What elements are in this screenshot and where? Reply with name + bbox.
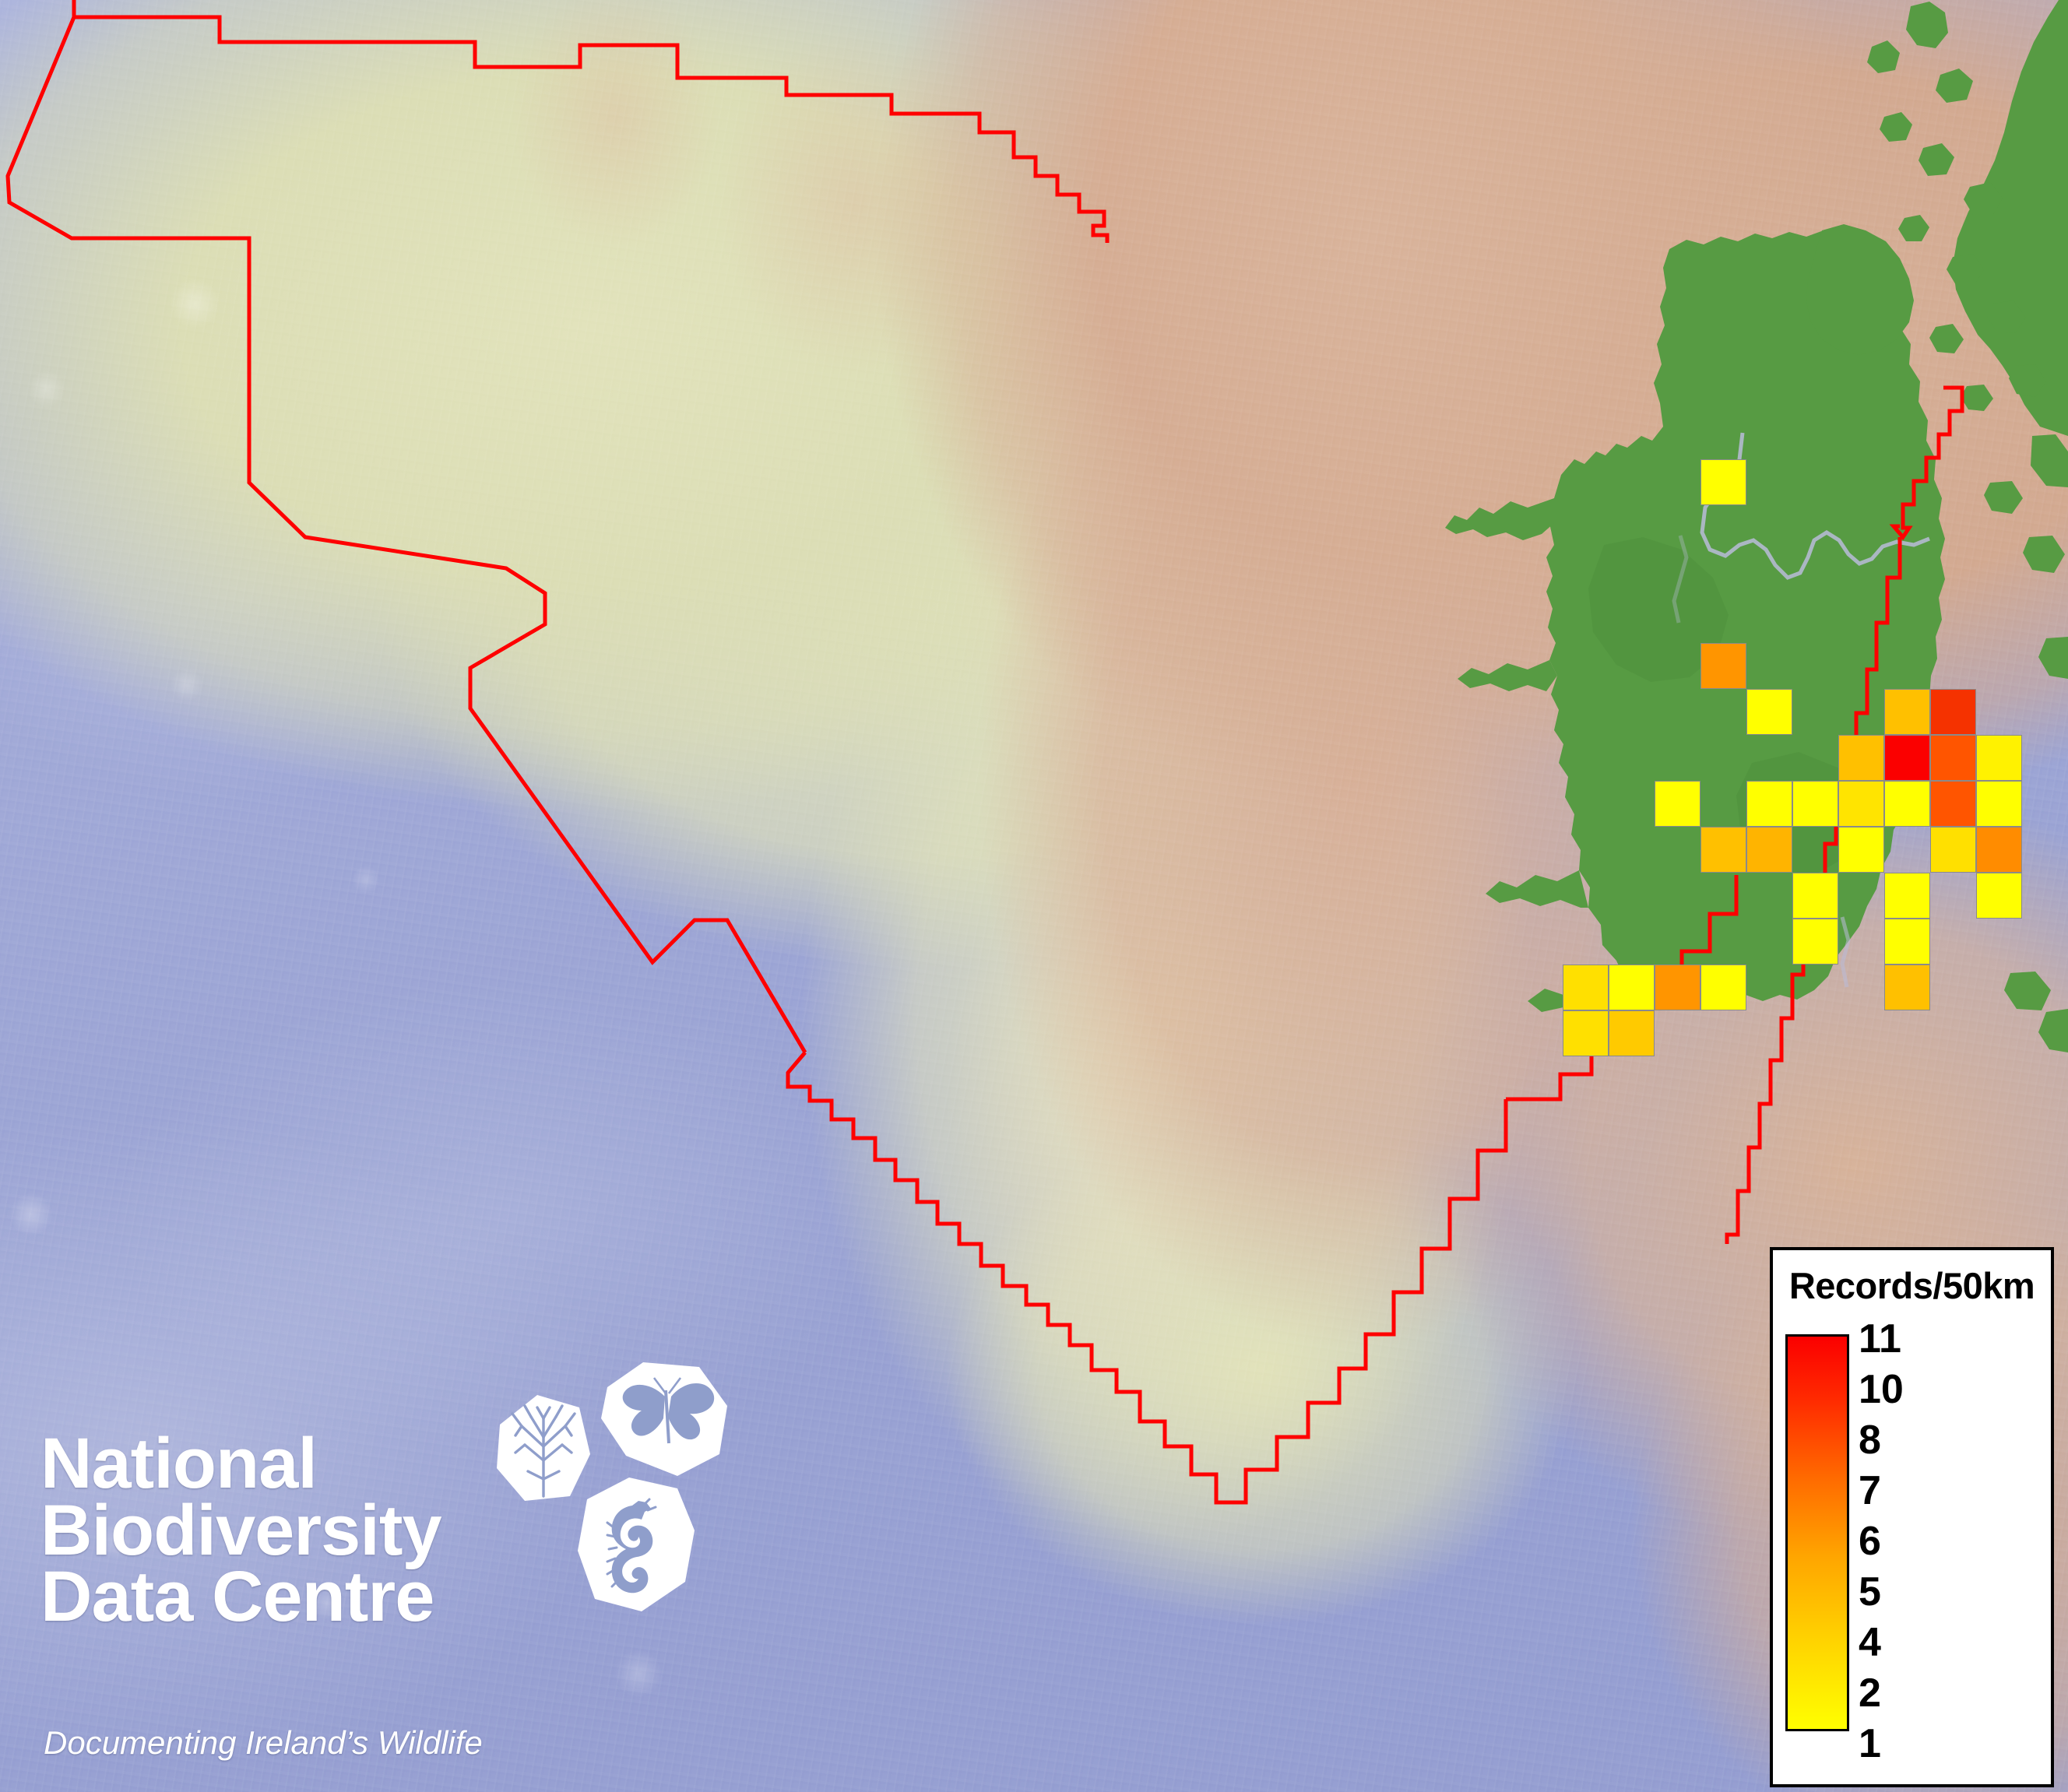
legend-tick-label: 2 bbox=[1859, 1671, 1881, 1716]
legend-title: Records/50km bbox=[1788, 1265, 2035, 1306]
logo-line-1: National bbox=[40, 1424, 318, 1503]
grid-cell bbox=[1609, 965, 1655, 1010]
grid-cell bbox=[1609, 1010, 1655, 1056]
eez-boundary-east bbox=[1889, 385, 1964, 541]
grid-cell bbox=[1884, 689, 1930, 735]
grid-cell bbox=[1884, 919, 1930, 965]
scotland-landmass bbox=[1953, 0, 2068, 436]
legend-tick-label: 7 bbox=[1859, 1468, 1881, 1513]
grid-cell bbox=[1655, 965, 1700, 1010]
legend-tick-label: 10 bbox=[1859, 1367, 1904, 1412]
grid-cell bbox=[1792, 873, 1838, 919]
grid-cell bbox=[1838, 735, 1884, 781]
eez-boundary-southeast bbox=[786, 1051, 1508, 1505]
grid-cell bbox=[1700, 827, 1746, 873]
legend-panel: Records/50km 11 10 8 7 6 5 4 2 1 bbox=[1770, 1247, 2054, 1787]
grid-cell bbox=[1746, 781, 1792, 827]
grid-cell bbox=[1976, 827, 2022, 873]
grid-cell bbox=[1746, 689, 1792, 735]
grid-cell bbox=[1976, 873, 2022, 919]
legend-tick-label: 4 bbox=[1859, 1620, 1881, 1665]
legend-tick-label: 5 bbox=[1859, 1569, 1881, 1615]
logo-line-2: Biodiversity bbox=[40, 1490, 442, 1570]
grid-cell bbox=[1930, 689, 1976, 735]
northern-ireland bbox=[1806, 224, 1914, 355]
plant-hexagon-icon bbox=[497, 1395, 590, 1501]
legend-tick-label: 6 bbox=[1859, 1519, 1881, 1564]
northern-ireland-border bbox=[1700, 432, 1930, 580]
river-shannon bbox=[1672, 535, 1689, 624]
eez-boundary-line bbox=[72, 0, 1110, 243]
river-barrow bbox=[1840, 916, 1851, 988]
eez-boundary-west bbox=[5, 0, 807, 1054]
legend-labels: 11 10 8 7 6 5 4 2 1 bbox=[1859, 1316, 2045, 1764]
legend-tick-label: 11 bbox=[1859, 1316, 1901, 1362]
grid-cell bbox=[1930, 735, 1976, 781]
grid-cell bbox=[1746, 827, 1792, 873]
grid-cell bbox=[1838, 827, 1884, 873]
grid-cell bbox=[1655, 781, 1700, 827]
legend-tick-label: 1 bbox=[1859, 1721, 1881, 1766]
seahorse-hexagon-icon bbox=[578, 1478, 695, 1611]
logo-line-3: Data Centre bbox=[40, 1557, 434, 1637]
grid-cell bbox=[1563, 1010, 1609, 1056]
logo-tagline: Documenting Ireland’s Wildlife bbox=[44, 1724, 483, 1761]
grid-cell bbox=[1792, 919, 1838, 965]
legend-color-ramp bbox=[1785, 1334, 1849, 1731]
grid-cell bbox=[1884, 735, 1930, 781]
grid-cell bbox=[1792, 781, 1838, 827]
grid-cell bbox=[1930, 827, 1976, 873]
logo-wordmark: National Biodiversity Data Centre bbox=[40, 1424, 442, 1637]
grid-cell bbox=[1976, 781, 2022, 827]
grid-cell bbox=[1884, 781, 1930, 827]
grid-cell bbox=[1563, 965, 1609, 1010]
nbdc-logo: National Biodiversity Data Centre Docume… bbox=[40, 1362, 741, 1775]
grid-cell bbox=[1700, 459, 1746, 505]
butterfly-hexagon-icon bbox=[601, 1362, 727, 1476]
grid-cell bbox=[1700, 643, 1746, 689]
grid-cell bbox=[1930, 781, 1976, 827]
grid-cell bbox=[1884, 965, 1930, 1010]
grid-cell bbox=[1838, 781, 1884, 827]
grid-cell bbox=[1976, 735, 2022, 781]
grid-cell bbox=[1700, 965, 1746, 1010]
grid-cell bbox=[1884, 873, 1930, 919]
logo-hexagon-marks bbox=[497, 1362, 727, 1611]
legend-tick-label: 8 bbox=[1859, 1418, 1881, 1463]
